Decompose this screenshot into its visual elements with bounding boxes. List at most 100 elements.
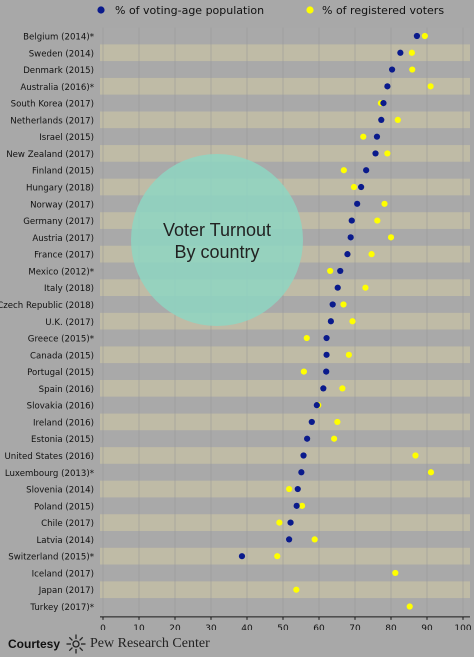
point-registered-voters bbox=[303, 334, 310, 342]
country-label: U.K. (2017) bbox=[45, 318, 94, 328]
country-label: Czech Republic (2018) bbox=[0, 301, 94, 311]
country-label: Australia (2016)* bbox=[20, 83, 94, 93]
source-name: Pew Research Center bbox=[90, 635, 210, 651]
x-tick-label: 10 bbox=[133, 624, 145, 630]
point-voting-age-population bbox=[372, 150, 379, 157]
point-registered-voters bbox=[334, 418, 341, 426]
point-voting-age-population bbox=[384, 83, 391, 90]
row-band bbox=[100, 413, 470, 431]
row-band bbox=[100, 547, 470, 565]
point-registered-voters bbox=[339, 385, 346, 392]
row-bands bbox=[100, 27, 470, 615]
point-registered-voters bbox=[409, 66, 416, 73]
x-tick-label: 20 bbox=[169, 624, 181, 630]
country-label: Hungary (2018) bbox=[26, 184, 94, 194]
country-label: Ireland (2016) bbox=[33, 418, 94, 428]
point-registered-voters bbox=[293, 586, 300, 593]
country-label: Germany (2017) bbox=[23, 217, 94, 227]
title-circle-shape bbox=[131, 154, 303, 326]
point-voting-age-population bbox=[373, 133, 381, 140]
country-label: Turkey (2017)* bbox=[29, 603, 94, 613]
point-registered-voters bbox=[394, 116, 401, 123]
point-registered-voters bbox=[362, 284, 369, 291]
point-registered-voters bbox=[345, 351, 352, 358]
country-label: Israel (2015) bbox=[39, 133, 94, 143]
point-voting-age-population bbox=[323, 334, 330, 342]
point-registered-voters bbox=[286, 485, 293, 493]
row-band bbox=[100, 44, 470, 62]
point-voting-age-population bbox=[308, 418, 315, 426]
country-label: Denmark (2015) bbox=[23, 66, 94, 76]
point-registered-voters bbox=[274, 553, 281, 560]
point-registered-voters bbox=[387, 234, 395, 241]
row-band bbox=[100, 447, 470, 464]
point-voting-age-population bbox=[298, 469, 305, 476]
country-label: New Zealand (2017) bbox=[6, 150, 94, 160]
point-registered-voters bbox=[340, 167, 347, 174]
point-voting-age-population bbox=[327, 318, 334, 325]
x-tick-label: 100 bbox=[454, 624, 471, 630]
country-label: Netherlands (2017) bbox=[10, 116, 94, 126]
point-voting-age-population bbox=[313, 402, 320, 409]
row-band bbox=[100, 94, 470, 112]
point-voting-age-population bbox=[397, 49, 404, 56]
row-band bbox=[100, 61, 470, 78]
x-axis: 0 10 20 30 40 50 60 70 80 90 100 bbox=[100, 616, 472, 630]
row-band bbox=[100, 497, 470, 515]
point-voting-age-population bbox=[378, 116, 385, 123]
point-voting-age-population bbox=[323, 351, 330, 358]
point-voting-age-population bbox=[380, 100, 387, 107]
row-band bbox=[100, 128, 470, 146]
row-band bbox=[100, 430, 470, 448]
country-label: Mexico (2012)* bbox=[28, 267, 94, 277]
point-voting-age-population bbox=[334, 284, 341, 291]
country-label: Luxembourg (2013)* bbox=[5, 469, 95, 479]
country-label: Norway (2017) bbox=[30, 200, 94, 210]
country-label: United States (2016) bbox=[4, 452, 94, 462]
point-voting-age-population bbox=[354, 200, 361, 207]
data-points bbox=[238, 32, 435, 610]
point-registered-voters bbox=[427, 469, 435, 476]
row-band bbox=[100, 312, 470, 330]
country-label: Slovakia (2016) bbox=[27, 402, 94, 412]
row-band bbox=[100, 161, 470, 179]
chart-title: Voter Turnout By country bbox=[163, 220, 271, 262]
point-voting-age-population bbox=[294, 485, 301, 493]
point-registered-voters bbox=[360, 133, 367, 140]
row-band bbox=[100, 379, 470, 397]
country-label: Poland (2015) bbox=[34, 502, 94, 512]
country-label: Sweden (2014) bbox=[29, 49, 94, 59]
country-label: Japan (2017) bbox=[38, 586, 94, 596]
point-registered-voters bbox=[374, 217, 381, 224]
point-voting-age-population bbox=[320, 385, 327, 392]
point-voting-age-population bbox=[337, 267, 344, 275]
country-label: Finland (2015) bbox=[32, 167, 94, 177]
point-registered-voters bbox=[349, 318, 356, 325]
row-band bbox=[100, 363, 470, 380]
row-band bbox=[100, 598, 470, 615]
point-registered-voters bbox=[340, 301, 347, 308]
point-registered-voters bbox=[392, 569, 399, 577]
point-voting-age-population bbox=[344, 251, 351, 258]
country-label: Greece (2015)* bbox=[28, 335, 95, 345]
row-band bbox=[100, 27, 470, 45]
x-tick-label: 50 bbox=[277, 624, 289, 630]
row-band bbox=[100, 346, 470, 364]
x-tick-label: 30 bbox=[205, 624, 217, 630]
point-voting-age-population bbox=[329, 301, 336, 308]
point-voting-age-population bbox=[347, 234, 354, 241]
x-tick-label: 40 bbox=[241, 624, 253, 630]
point-registered-voters bbox=[327, 267, 334, 275]
country-label: Chile (2017) bbox=[41, 519, 94, 529]
point-voting-age-population bbox=[287, 519, 294, 526]
row-band bbox=[100, 564, 470, 582]
country-label: Austria (2017) bbox=[32, 234, 94, 244]
point-registered-voters bbox=[427, 83, 434, 90]
point-voting-age-population bbox=[293, 502, 300, 509]
country-label: Belgium (2014)* bbox=[23, 33, 95, 43]
row-band bbox=[100, 111, 470, 129]
point-registered-voters bbox=[276, 519, 283, 526]
point-registered-voters bbox=[406, 603, 413, 610]
row-band bbox=[100, 581, 470, 599]
